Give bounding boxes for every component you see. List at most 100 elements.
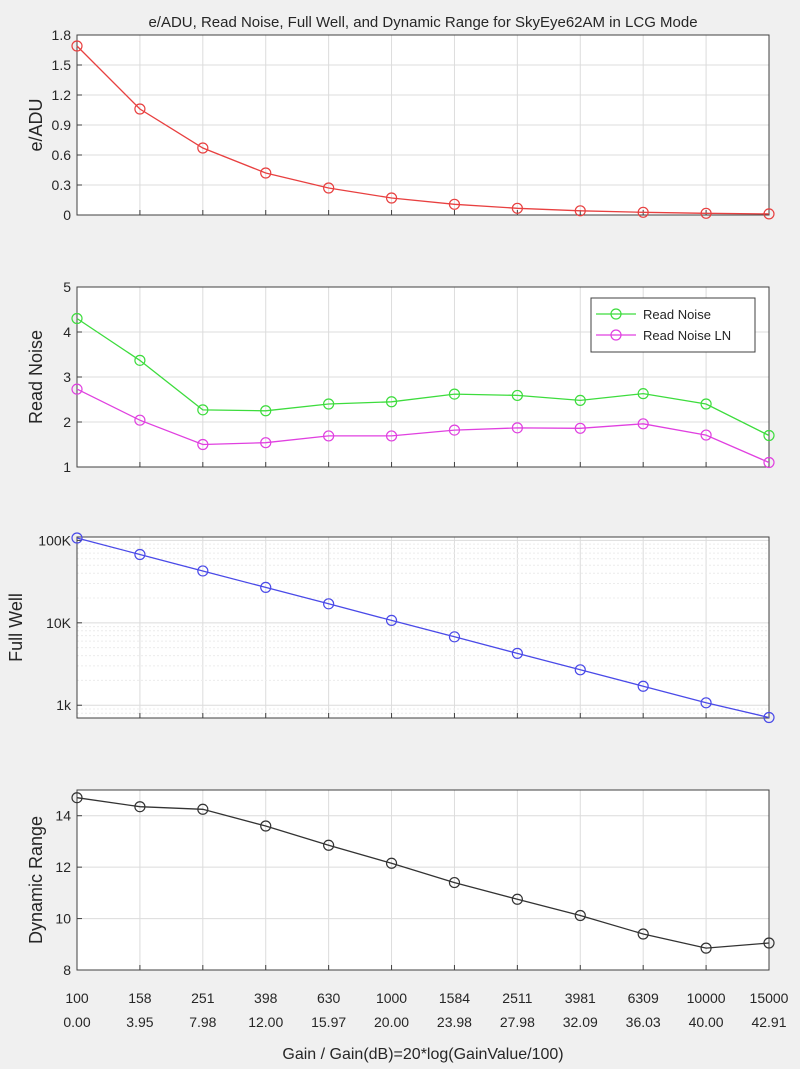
- y-tick-label: 100K: [38, 532, 71, 548]
- data-point: [260, 820, 272, 832]
- y-tick-label: 1.5: [52, 57, 72, 73]
- data-point: [574, 422, 586, 434]
- y-tick-label: 1.2: [52, 87, 72, 103]
- data-point: [700, 429, 712, 441]
- series-line: [76, 537, 770, 719]
- data-point: [197, 438, 209, 451]
- y-tick-label: 5: [63, 279, 71, 295]
- data-point: [197, 565, 209, 577]
- data-point: [260, 405, 272, 417]
- x-tick-label-gain: 10000: [687, 990, 726, 1006]
- x-tick-label-gain: 1000: [376, 990, 407, 1006]
- data-point: [197, 142, 209, 154]
- data-point: [763, 429, 775, 442]
- y-tick-label: 8: [63, 962, 71, 978]
- data-point: [763, 456, 775, 469]
- panel-4: 8 10 12 14 Dynamic Range: [26, 789, 775, 978]
- data-point: [574, 664, 586, 676]
- y-axis-label: e/ADU: [26, 98, 46, 151]
- plot-area: [77, 537, 769, 718]
- y-tick-label: 1k: [56, 697, 72, 713]
- data-point: [700, 207, 712, 219]
- y-tick-label: 1: [63, 459, 71, 475]
- data-point: [511, 389, 523, 402]
- y-tick-label: 0.9: [52, 117, 72, 133]
- data-point: [637, 206, 649, 218]
- data-point: [134, 103, 146, 115]
- data-point: [448, 631, 461, 643]
- data-point: [385, 396, 398, 408]
- data-point: [197, 803, 209, 815]
- figure-title: e/ADU, Read Noise, Full Well, and Dynami…: [148, 14, 697, 31]
- data-point: [574, 205, 586, 217]
- series-line: [76, 388, 770, 464]
- data-point: [260, 167, 272, 179]
- legend-box: [590, 297, 756, 353]
- x-tick-label-gain: 3981: [565, 990, 596, 1006]
- panel-2: 1 2 3 4 5 Read Noise Read Noise Read Noise LN: [26, 279, 775, 475]
- data-point: [71, 383, 83, 395]
- data-point: [511, 202, 523, 214]
- series-line: [76, 317, 770, 437]
- y-tick-label: 0: [63, 207, 71, 223]
- data-point: [700, 942, 712, 954]
- y-tick-label: 4: [63, 324, 71, 340]
- y-axis-label: Full Well: [6, 593, 26, 662]
- data-point: [260, 581, 272, 594]
- data-point: [385, 192, 398, 204]
- data-point: [323, 398, 335, 410]
- data-point: [448, 388, 461, 400]
- x-tick-label-db: 7.98: [189, 1014, 216, 1030]
- data-point: [637, 418, 649, 430]
- data-point: [323, 182, 335, 194]
- data-point: [71, 312, 83, 325]
- x-tick-label-gain: 251: [191, 990, 215, 1006]
- data-point: [260, 437, 272, 449]
- panel-1: 0 0.3 0.6 0.9 1.2 1.5 1.8 e/ADU: [26, 27, 775, 223]
- x-tick-label-gain: 1584: [439, 990, 470, 1006]
- data-point: [323, 598, 335, 610]
- data-point: [511, 422, 523, 434]
- shared-x-axis: 100 158 251 398 630 1000 1584 2511 3981 6309 10000…: [63, 990, 788, 1030]
- data-point: [637, 388, 649, 400]
- x-tick-label-db: 40.00: [689, 1014, 724, 1030]
- y-tick-label: 2: [63, 414, 71, 430]
- x-tick-label-gain: 15000: [750, 990, 789, 1006]
- x-tick-label-gain: 630: [317, 990, 341, 1006]
- legend-label: Read Noise: [643, 307, 711, 322]
- series-line: [76, 45, 770, 215]
- data-point: [134, 354, 146, 366]
- y-tick-label: 14: [55, 808, 71, 824]
- data-point: [323, 430, 335, 442]
- y-tick-label: 10K: [46, 615, 72, 631]
- data-point: [134, 414, 146, 426]
- series-line: [76, 797, 770, 949]
- legend-label: Read Noise LN: [643, 328, 731, 343]
- data-point: [448, 424, 461, 436]
- data-point: [385, 430, 398, 442]
- data-point: [637, 928, 649, 940]
- data-point: [574, 394, 586, 406]
- x-axis-label: Gain / Gain(dB)=20*log(GainValue/100): [282, 1046, 563, 1063]
- x-tick-label-gain: 158: [128, 990, 152, 1006]
- y-tick-label: 0.3: [52, 177, 72, 193]
- x-tick-label-db: 27.98: [500, 1014, 535, 1030]
- x-tick-label-gain: 100: [65, 990, 89, 1006]
- data-point: [134, 548, 146, 561]
- data-point: [71, 792, 83, 804]
- x-tick-label-gain: 398: [254, 990, 278, 1006]
- panel-3: 1k 10K 100K Full Well: [6, 532, 775, 724]
- legend: Read Noise Read Noise LN: [590, 297, 756, 353]
- axes-box: [76, 536, 770, 719]
- y-axis-label: Read Noise: [26, 330, 46, 424]
- y-tick-label: 10: [55, 911, 71, 927]
- x-tick-label-db: 15.97: [311, 1014, 346, 1030]
- legend-marker: [610, 329, 622, 341]
- data-point: [763, 711, 775, 724]
- x-tick-label-db: 0.00: [63, 1014, 90, 1030]
- data-point: [574, 909, 586, 922]
- y-tick-label: 3: [63, 369, 71, 385]
- data-point: [197, 404, 209, 416]
